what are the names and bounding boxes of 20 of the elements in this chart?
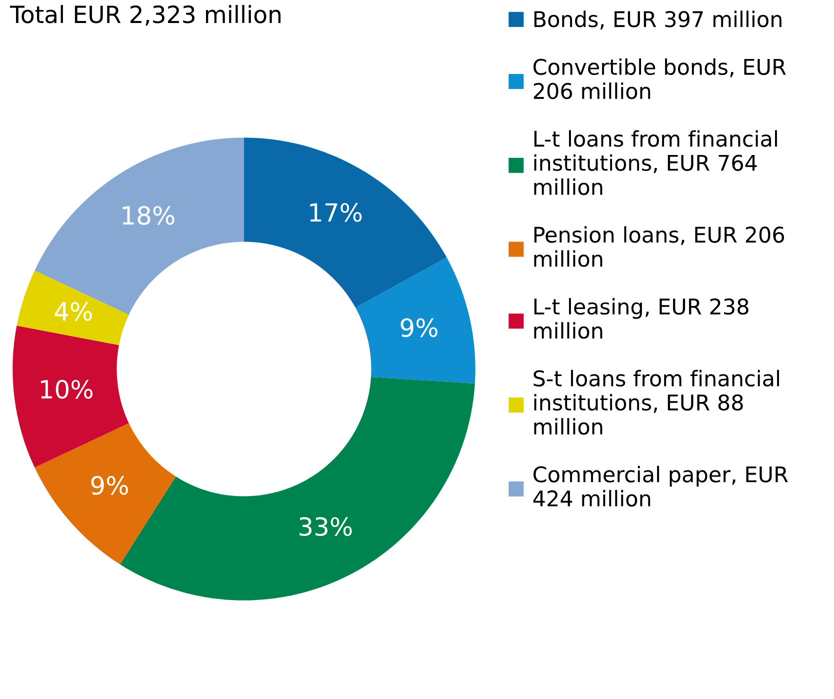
legend-label: Pension loans, EUR 206 million (534, 226, 784, 267)
donut-slice (34, 423, 176, 564)
donut-slice (12, 326, 129, 468)
donut-slice (356, 258, 476, 384)
legend-label: Commercial paper, EUR 424 million (533, 466, 788, 507)
data-label: 33% (300, 517, 352, 536)
data-label: 4% (54, 302, 92, 321)
data-label: 9% (400, 318, 438, 338)
donut-slice (16, 270, 129, 346)
data-label: 10% (41, 380, 93, 399)
legend-label: L-t leasing, EUR 238 million (534, 298, 748, 339)
legend-label: Convertible bonds, EUR 206 million (534, 58, 786, 100)
legend-label: Bonds, EUR 397 million (534, 10, 782, 30)
data-label: 18% (122, 206, 174, 225)
legend-label: S-t loans from financial institutions, EUR 88 million (534, 370, 779, 435)
donut-slice (244, 138, 447, 308)
data-label: 17% (310, 203, 362, 222)
legend-label: L-t loans from financial institutions, EUR 764 million (534, 130, 777, 196)
chart-title: Total EUR 2,323 million (10, 5, 280, 26)
data-label: 9% (91, 476, 128, 495)
